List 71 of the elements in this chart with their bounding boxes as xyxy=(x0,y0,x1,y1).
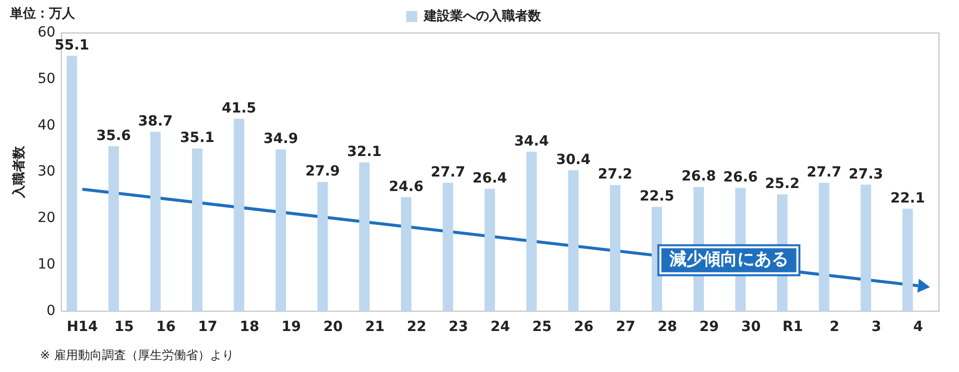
data-label: 27.9 xyxy=(305,163,340,180)
x-tick-label: 19 xyxy=(282,319,301,336)
data-label: 27.7 xyxy=(430,164,466,180)
data-label: 27.3 xyxy=(848,166,884,182)
x-tick-label: 24 xyxy=(490,319,510,336)
x-tick-label: 26 xyxy=(574,319,594,336)
data-label: 27.2 xyxy=(598,166,632,183)
bar xyxy=(108,146,119,312)
x-tick-label: 27 xyxy=(616,319,636,336)
data-label: 27.7 xyxy=(806,164,842,180)
x-tick-label: 21 xyxy=(365,319,385,336)
data-label: 26.4 xyxy=(472,170,508,186)
x-tick-label: H14 xyxy=(66,319,98,336)
bar xyxy=(150,132,161,312)
data-label: 30.4 xyxy=(556,152,591,168)
data-label: 22.1 xyxy=(890,190,925,206)
x-tick-label: 29 xyxy=(699,319,719,336)
y-tick-label: 10 xyxy=(38,256,56,272)
x-tick-label: 20 xyxy=(323,319,344,336)
y-tick-label: 50 xyxy=(38,71,56,88)
bar xyxy=(192,148,202,312)
x-tick-label: 23 xyxy=(448,319,468,336)
bar xyxy=(484,188,495,312)
x-tick-label: R1 xyxy=(782,319,803,336)
x-tick-label: 16 xyxy=(156,319,176,336)
x-tick-label: 3 xyxy=(871,319,882,336)
data-label: 55.1 xyxy=(54,37,90,54)
x-tick-label: 15 xyxy=(114,319,134,336)
y-tick-label: 0 xyxy=(46,302,56,319)
bar xyxy=(66,56,78,312)
data-label: 26.8 xyxy=(681,168,716,185)
data-label: 35.6 xyxy=(96,128,131,144)
y-tick-label: 40 xyxy=(38,117,56,134)
annotation: 減少傾向にある xyxy=(668,250,788,270)
data-label: 24.6 xyxy=(388,178,424,195)
bar xyxy=(359,162,370,312)
text: 単位：万人 xyxy=(9,6,76,22)
data-label: 32.1 xyxy=(347,144,382,160)
x-tick-label: 18 xyxy=(240,319,260,336)
text: ※ 雇用動向調査（厚生労働省）より xyxy=(40,348,234,362)
bar xyxy=(902,208,913,312)
data-label: 41.5 xyxy=(222,100,256,116)
bar xyxy=(818,182,830,312)
bar xyxy=(276,149,286,312)
data-label: 22.5 xyxy=(640,188,674,205)
data-label: 25.2 xyxy=(765,176,800,192)
data-label: 35.1 xyxy=(180,130,215,146)
data-label: 34.4 xyxy=(514,133,550,150)
bar xyxy=(526,152,537,312)
x-tick-label: 30 xyxy=(741,319,761,336)
legend-label: 建設業への入職者数 xyxy=(422,8,542,24)
y-tick-label: 60 xyxy=(38,24,56,41)
y-axis-title: 入職者数 xyxy=(11,145,28,200)
y-tick-label: 20 xyxy=(38,210,56,226)
bar xyxy=(234,118,244,312)
x-tick-label: 4 xyxy=(913,319,924,336)
x-tick-label: 28 xyxy=(658,319,678,336)
x-tick-label: 22 xyxy=(406,319,426,336)
data-label: 26.6 xyxy=(723,170,758,186)
x-tick-label: 17 xyxy=(198,319,218,336)
data-label: 38.7 xyxy=(138,113,173,130)
bar xyxy=(400,197,412,312)
bar xyxy=(317,182,328,312)
bar xyxy=(610,185,620,312)
data-label: 34.9 xyxy=(264,131,298,148)
bar xyxy=(568,170,579,312)
bar xyxy=(442,182,454,312)
x-tick-label: 25 xyxy=(532,319,552,336)
y-tick-label: 30 xyxy=(38,164,56,180)
bar xyxy=(860,184,872,312)
x-tick-label: 2 xyxy=(830,319,840,336)
